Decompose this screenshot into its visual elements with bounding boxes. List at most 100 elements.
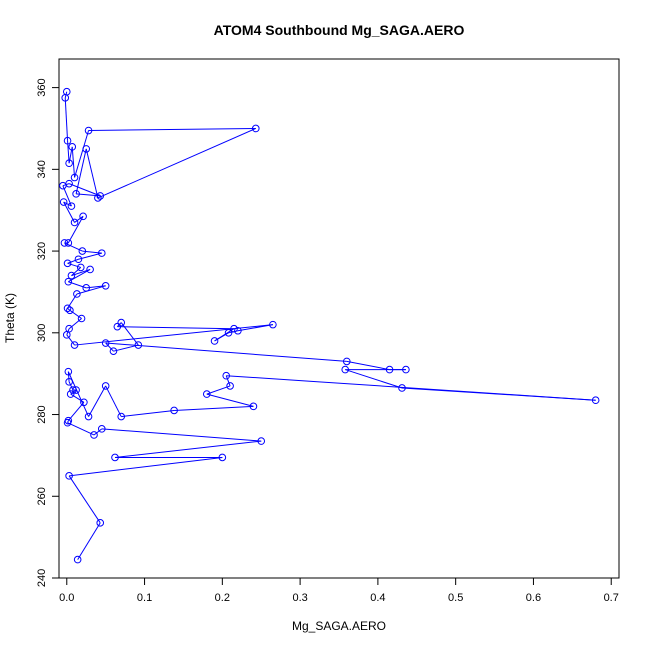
data-point <box>80 398 88 407</box>
data-point <box>117 318 126 327</box>
series-line-segment <box>346 360 390 371</box>
data-point <box>230 324 238 333</box>
series-line-segment <box>67 293 78 309</box>
series-line-segment <box>66 334 75 346</box>
data-point <box>73 290 81 298</box>
x-axis-label: Mg_SAGA.AERO <box>292 619 386 633</box>
data-point <box>74 255 83 264</box>
data-point <box>109 347 118 355</box>
y-tick-label: 240 <box>36 569 48 587</box>
series-line-segment <box>105 385 122 417</box>
data-point <box>113 322 122 331</box>
data-point <box>202 390 211 398</box>
data-point <box>73 555 82 564</box>
series-line-segment <box>67 258 79 264</box>
data-point <box>82 284 91 292</box>
series-line-segment <box>71 146 76 178</box>
data-point <box>62 331 71 339</box>
data-point <box>63 418 72 427</box>
series-line-segment <box>67 422 95 436</box>
y-tick-label: 340 <box>36 160 48 178</box>
series-line-segment <box>76 285 106 295</box>
x-tick-label: 0.6 <box>526 592 541 604</box>
data-point <box>341 365 350 374</box>
series-line-segment <box>88 385 107 417</box>
data-point <box>72 190 80 198</box>
series-line-segment <box>78 252 102 260</box>
x-tick-label: 0.1 <box>137 592 152 604</box>
series-line-segment <box>69 309 82 319</box>
data-point <box>249 402 258 411</box>
series-line-segment <box>105 342 347 362</box>
y-axis: 240 260 280 300 320 340 360 <box>36 78 60 587</box>
y-tick-label: 260 <box>36 487 48 505</box>
plot-frame <box>58 58 620 579</box>
series-line-segment <box>75 148 87 194</box>
data-point <box>64 277 73 286</box>
data-point <box>63 136 72 145</box>
x-tick-label: 0.5 <box>448 592 463 604</box>
series-line-segment <box>63 201 72 207</box>
data-point <box>84 126 93 135</box>
data-point <box>96 192 105 200</box>
data-point <box>68 143 77 151</box>
data-point <box>78 247 87 255</box>
data-point <box>224 329 233 337</box>
data-point <box>101 382 110 390</box>
data-point <box>342 357 351 366</box>
series-line-segment <box>67 216 84 244</box>
data-point <box>77 314 86 323</box>
series-line-segment <box>120 322 139 346</box>
data-point <box>59 181 67 190</box>
data-point <box>269 320 277 329</box>
data-point <box>210 337 219 345</box>
data-point <box>70 341 79 349</box>
x-tick-label: 0.7 <box>604 592 619 604</box>
y-tick-label: 360 <box>36 78 48 96</box>
data-point <box>170 406 178 415</box>
series-line-segment <box>63 201 75 223</box>
data-point <box>65 378 73 386</box>
data-point <box>134 341 143 349</box>
data-point <box>79 212 87 221</box>
series-line-segment <box>121 409 175 418</box>
series-line-segment <box>69 456 223 477</box>
data-point <box>218 453 227 462</box>
series-line-segment <box>237 324 273 332</box>
series-line-segment <box>97 128 256 199</box>
series-line-segment <box>71 267 82 276</box>
series-line-segment <box>105 342 114 352</box>
data-point <box>67 271 76 280</box>
data-point <box>226 382 234 390</box>
data-point <box>63 304 72 313</box>
series-line-segment <box>206 385 231 395</box>
data-point <box>90 431 98 439</box>
y-tick-label: 320 <box>36 242 48 260</box>
series-line-segment <box>64 97 69 141</box>
data-point <box>101 339 110 347</box>
series-line-segment <box>68 318 82 330</box>
data-point <box>70 218 79 227</box>
series-line-segment <box>67 371 70 382</box>
series-line-segment <box>225 375 231 387</box>
data-point <box>60 239 69 247</box>
y-axis-label: Theta (K) <box>3 293 17 343</box>
data-point <box>101 282 110 290</box>
data-point <box>402 365 410 374</box>
series-line-segment <box>67 307 71 311</box>
series-line-segment <box>226 375 596 401</box>
data-point <box>72 386 80 394</box>
series-line-segment <box>114 440 262 458</box>
series-line-segment <box>174 405 254 411</box>
x-tick-label: 0.4 <box>370 592 385 604</box>
data-point <box>96 519 105 527</box>
data-point <box>66 306 74 315</box>
series-line-segment <box>88 127 256 132</box>
data-point <box>67 202 76 210</box>
data-point <box>66 390 75 398</box>
data-point <box>82 145 91 153</box>
chart-title: ATOM4 Southbound Mg_SAGA.AERO <box>214 22 465 38</box>
data-point <box>257 437 266 445</box>
data-series <box>59 87 600 564</box>
